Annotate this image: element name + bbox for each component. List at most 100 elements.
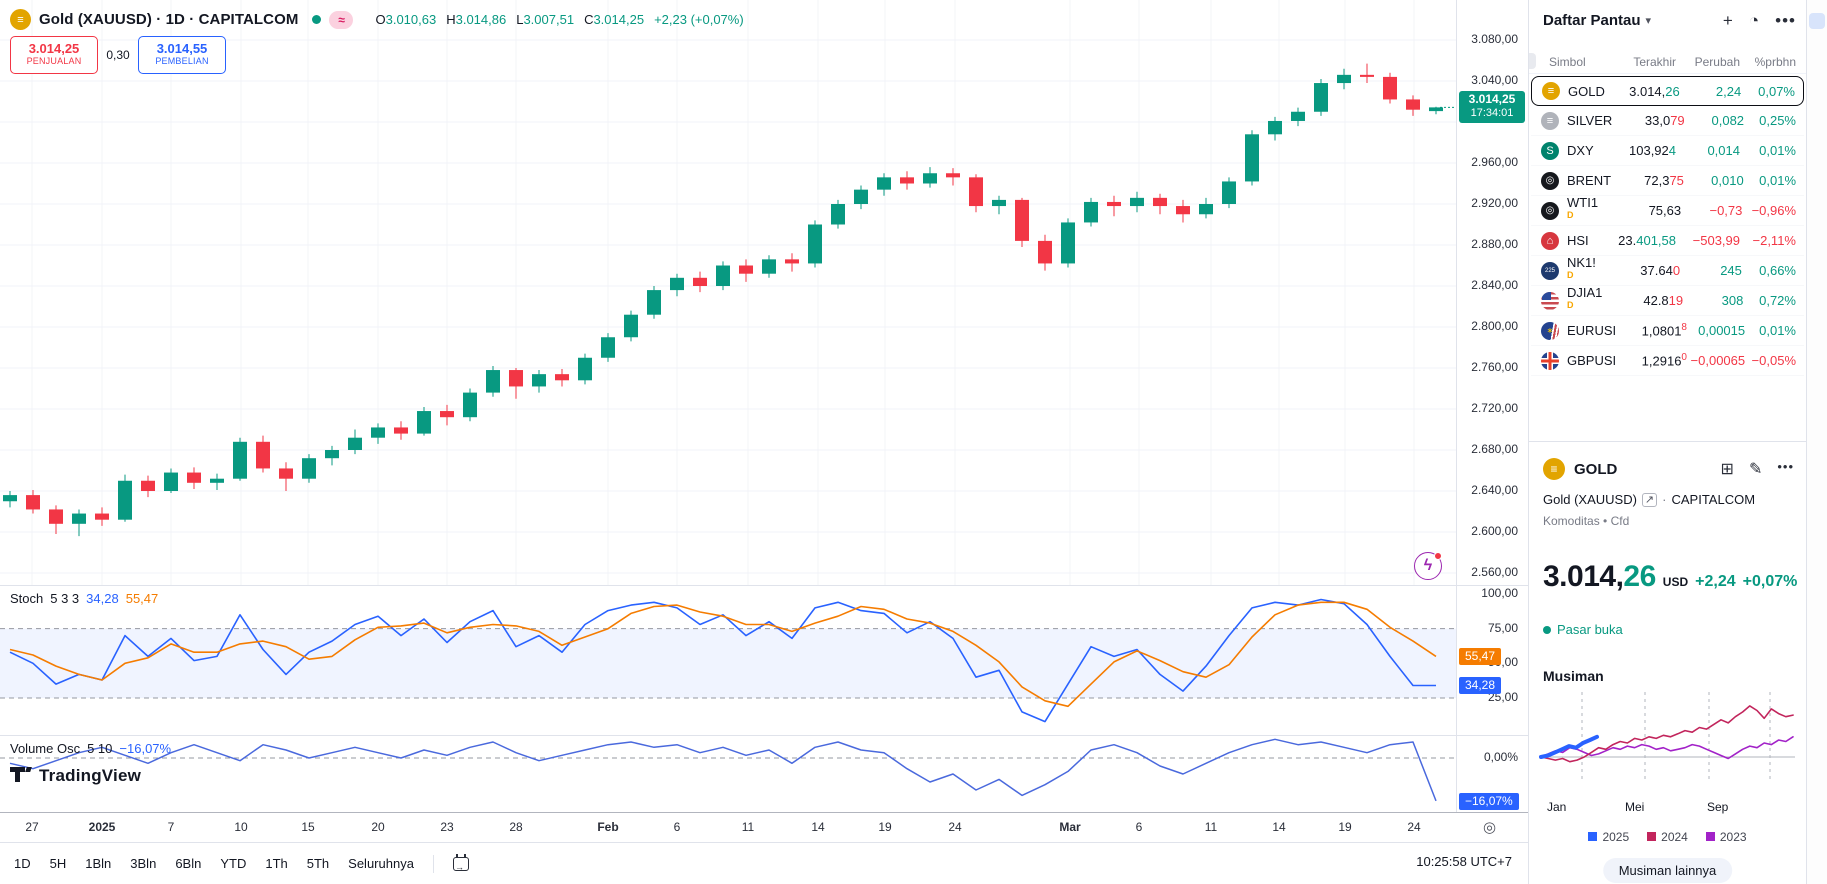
change-value: 0,014 <box>1707 143 1740 158</box>
watchlist-row-silver[interactable]: ≡ SILVER 33,079 0,082 0,25% <box>1531 106 1804 136</box>
approx-badge[interactable]: ≈ <box>329 10 354 29</box>
candlestick-chart[interactable] <box>0 0 1456 585</box>
range-button-5h[interactable]: 5H <box>49 856 67 871</box>
pie-chart-icon[interactable]: ◔ <box>1748 11 1760 30</box>
volume-osc-pane[interactable]: Volume Osc 5 10 −16,07% 0,00% −16,07% <box>0 735 1528 812</box>
watchlist-row-dxy[interactable]: S DXY 103,924 0,014 0,01% <box>1531 136 1804 166</box>
pane-settings-icon[interactable]: ◎ <box>1483 819 1497 836</box>
range-button-6bln[interactable]: 6Bln <box>175 856 202 871</box>
edit-icon[interactable]: ✎ <box>1748 461 1763 478</box>
market-status: Pasar buka <box>1543 622 1623 637</box>
season-x-label: Mei <box>1625 800 1645 814</box>
volume-osc-name: Volume Osc <box>10 741 81 756</box>
tradingview-logo[interactable]: TradingView <box>10 766 141 786</box>
price-pane[interactable]: 3.080,00 3.040,00 2.960,00 2.920,00 2.880,00… <box>0 0 1528 585</box>
symbol-name: GOLD <box>1568 83 1605 99</box>
time-tick: 10 <box>234 820 248 834</box>
symbol-name: GBPUSI <box>1567 353 1617 368</box>
chevron-down-icon[interactable]: ▾ <box>1645 15 1652 27</box>
more-menu-icon[interactable]: ••• <box>1777 459 1794 474</box>
more-menu-icon[interactable]: ••• <box>1775 11 1796 30</box>
right-rail <box>1806 0 1827 884</box>
time-tick: 24 <box>1407 820 1421 834</box>
go-to-date-icon[interactable]: → <box>452 854 469 872</box>
price-tick: 2.560,00 <box>1471 565 1518 579</box>
external-link-icon[interactable]: ↗ <box>1641 492 1658 507</box>
buy-button[interactable]: 3.014,55 PEMBELIAN <box>138 36 226 74</box>
price-tick: 3.040,00 <box>1471 73 1518 87</box>
panel-divider <box>1529 441 1806 442</box>
last-price: 103,924 <box>1629 143 1676 158</box>
watchlist-row-eurusi[interactable]: ∗ EURUSI 1,08018 0,00015 0,01% <box>1531 316 1804 346</box>
time-tick: 19 <box>878 820 892 834</box>
watchlist-title[interactable]: Daftar Pantau <box>1543 12 1641 29</box>
watchlist-row-gold[interactable]: ≡ GOLD 3.014,26 2,24 0,07% <box>1531 76 1804 106</box>
range-button-3bln[interactable]: 3Bln <box>130 856 157 871</box>
detail-symbol-title[interactable]: GOLD <box>1574 460 1618 478</box>
price-tick: 2.920,00 <box>1471 196 1518 210</box>
column-symbol[interactable]: Simbol <box>1549 54 1586 69</box>
gold-symbol-icon: ≡ <box>1542 82 1560 100</box>
watchlist-row-nk1[interactable]: 225 NK1! D 37.640 245 0,66% <box>1531 255 1804 286</box>
volume-osc-legend[interactable]: Volume Osc 5 10 −16,07% <box>10 741 171 756</box>
dxy-symbol-icon: S <box>1541 141 1559 160</box>
column-pct[interactable]: %prbhn <box>1754 54 1796 69</box>
open-dot-icon <box>1543 625 1551 634</box>
volume-zero-label: 0,00% <box>1483 750 1518 764</box>
range-button-seluruhnya[interactable]: Seluruhnya <box>348 856 414 871</box>
detail-symbol-name[interactable]: Gold (XAUUSD) <box>1543 492 1637 507</box>
seasonality-legend[interactable]: 2025 2024 2023 <box>1529 830 1806 844</box>
column-last[interactable]: Terakhir <box>1633 54 1676 69</box>
watchlist-row-hsi[interactable]: ⌂ HSI 23.401,58 −503,99 −2,11% <box>1531 226 1804 256</box>
stoch-k-value: 34,28 <box>86 591 119 606</box>
axis-separator <box>1456 0 1457 812</box>
column-change[interactable]: Perubah <box>1694 54 1740 69</box>
time-tick: 15 <box>301 820 315 834</box>
time-axis[interactable]: 27 2025 7 10 15 20 23 28 Feb 6 11 14 19 24 Mar 6 11 14 19 2… <box>0 812 1528 842</box>
last-price: 72,375 <box>1644 173 1684 188</box>
hsi-symbol-icon: ⌂ <box>1541 231 1559 250</box>
price-tick: 2.760,00 <box>1471 360 1518 374</box>
gold-coin-icon: ≡ <box>1543 458 1565 480</box>
stoch-legend[interactable]: Stoch 5 3 3 34,28 55,47 <box>10 591 158 606</box>
flag-column-stub <box>1529 53 1536 69</box>
stoch-k-badge: 34,28 <box>1459 677 1502 695</box>
add-symbol-icon[interactable]: + <box>1722 11 1733 30</box>
watchlist-row-brent[interactable]: ◎ BRENT 72,375 0,010 0,01% <box>1531 166 1804 196</box>
range-button-5th[interactable]: 5Th <box>306 856 330 871</box>
notification-dot <box>1434 552 1442 560</box>
seasonality-chart[interactable] <box>1537 690 1799 800</box>
price-tick: 2.640,00 <box>1471 483 1518 497</box>
symbol-title[interactable]: Gold (XAUUSD) · 1D · CAPITALCOM <box>39 11 299 28</box>
watchlist-row-wti1[interactable]: ◎ WTI1 D 75,63 −0,73 −0,96% <box>1531 195 1804 226</box>
price-tick: 2.840,00 <box>1471 278 1518 292</box>
sell-button[interactable]: 3.014,25 PENJUALAN <box>10 36 98 74</box>
open-value: 3.010,63 <box>385 12 437 27</box>
silver-symbol-icon: ≡ <box>1541 111 1559 130</box>
percent-change: −0,96% <box>1751 203 1797 218</box>
watchlist-row-gbpusi[interactable]: GBPUSI 1,29160 −0,00065 −0,05% <box>1531 346 1804 376</box>
time-tick: Feb <box>597 820 619 834</box>
watchlist-columns[interactable]: Simbol Terakhir Perubah %prbhn <box>1529 50 1806 74</box>
more-seasonality-button[interactable]: Musiman lainnya <box>1602 858 1733 883</box>
stoch-d-value: 55,47 <box>125 591 159 606</box>
sell-price: 3.014,25 <box>28 41 80 56</box>
close-value: 3.014,25 <box>593 12 645 27</box>
time-tick: 23 <box>440 820 454 834</box>
legend-item-2025[interactable]: 2025 <box>1588 830 1629 844</box>
range-button-1bln[interactable]: 1Bln <box>85 856 112 871</box>
range-button-ytd[interactable]: YTD <box>220 856 247 871</box>
legend-item-2023[interactable]: 2023 <box>1705 830 1747 844</box>
watchlist-row-djia1[interactable]: DJIA1 D 42.819 308 0,72% <box>1531 285 1804 316</box>
stoch-pane[interactable]: Stoch 5 3 3 34,28 55,47 55,47 34,28 100,… <box>0 585 1528 735</box>
time-tick: 14 <box>811 820 825 834</box>
clock[interactable]: 10:25:58 UTC+7 <box>1416 854 1512 869</box>
market-status-dot[interactable] <box>312 15 322 24</box>
panel-toggle-button[interactable] <box>1809 13 1825 29</box>
stoch-tick: 100,00 <box>1481 586 1518 600</box>
layout-grid-icon[interactable]: ⊞ <box>1720 461 1734 478</box>
range-button-1th[interactable]: 1Th <box>265 856 288 871</box>
flash-icon[interactable]: ϟ <box>1414 552 1442 580</box>
range-button-1d[interactable]: 1D <box>14 856 31 871</box>
legend-item-2024[interactable]: 2024 <box>1647 830 1688 844</box>
